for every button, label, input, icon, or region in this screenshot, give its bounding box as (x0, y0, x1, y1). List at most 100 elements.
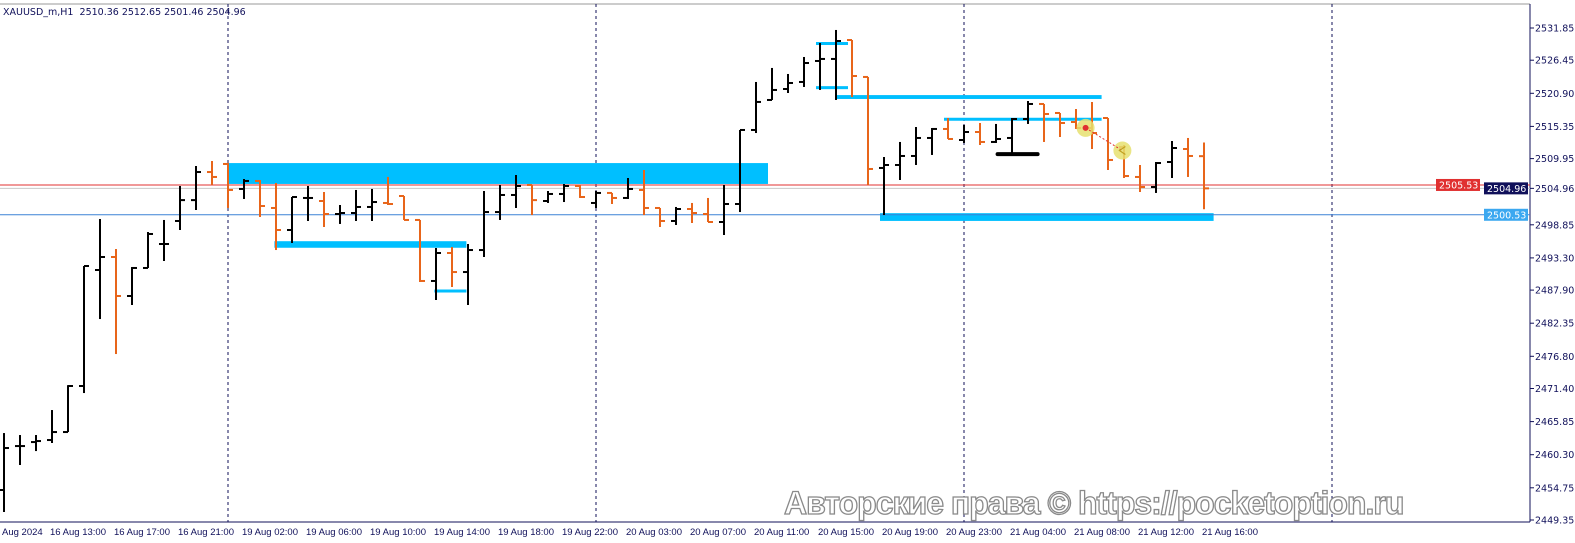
price-tick-label: 2487.90 (1535, 286, 1574, 297)
ohlc-bar (863, 75, 873, 185)
time-tick-label: 21 Aug 12:00 (1138, 527, 1194, 538)
time-tick-label: 20 Aug 11:00 (754, 527, 810, 538)
time-tick-label: 19 Aug 10:00 (370, 527, 426, 538)
ohlc-bar (159, 219, 169, 261)
zone-rectangle (274, 241, 467, 248)
blue-line-price-label-bg (1484, 208, 1528, 221)
price-tick-label: 2460.30 (1535, 450, 1574, 461)
ohlc-bar (1055, 111, 1065, 138)
ohlc-bar (543, 190, 553, 203)
ohlc-bar (687, 202, 697, 224)
ohlc-bar (191, 165, 201, 211)
ohlc-bar (1007, 117, 1017, 153)
time-tick-label: 20 Aug 15:00 (818, 527, 874, 538)
time-tick-label: 20 Aug 23:00 (946, 527, 1002, 538)
price-tick-label: 2476.80 (1535, 352, 1574, 363)
ohlc-bar (95, 219, 105, 320)
ohlc-bar (783, 73, 793, 94)
price-tick-label: 2449.35 (1535, 516, 1574, 527)
bars-layer (0, 29, 1209, 513)
ohlc-bar (335, 205, 345, 224)
zone-rectangle (228, 163, 768, 184)
ohlc-bar (495, 184, 505, 220)
zone-rectangle (880, 213, 1214, 221)
ohlc-bar (815, 42, 825, 90)
ohlc-bar (479, 190, 489, 258)
ohlc-bar (671, 206, 681, 225)
ohlc-bar (1023, 100, 1033, 124)
zones-layer (228, 42, 1214, 293)
ohlc-bar (591, 190, 601, 208)
ohlc-bar (1151, 162, 1161, 193)
ohlc-bar (47, 410, 57, 444)
time-tick-label: 19 Aug 18:00 (498, 527, 554, 538)
ohlc-bar (847, 38, 857, 97)
zone-rectangle (434, 289, 467, 293)
ohlc-bar (975, 123, 985, 146)
ohlc-bar (1167, 141, 1177, 178)
ohlc-bar (879, 156, 889, 216)
ohlc-bar (351, 189, 361, 221)
bid-price-label-bg (1484, 182, 1528, 195)
ohlc-bar (287, 196, 297, 243)
ohlc-bar (239, 178, 249, 199)
price-tick-label: 2498.85 (1535, 220, 1574, 231)
ohlc-bar (127, 266, 137, 306)
ohlc-bar (0, 433, 9, 513)
ohlc-bar (15, 435, 25, 466)
ohlc-bar (175, 185, 185, 230)
ohlc-bar (639, 169, 649, 216)
trade-open-icon (1082, 124, 1089, 131)
price-tick-label: 2482.35 (1535, 319, 1574, 330)
ohlc-bar (271, 182, 281, 251)
time-tick-label: 20 Aug 19:00 (882, 527, 938, 538)
chart-frame (0, 3, 1531, 523)
trade-marks-layer (1076, 118, 1132, 160)
ohlc-bar (1199, 142, 1209, 210)
ohlc-bar (511, 175, 521, 208)
ohlc-bar (751, 81, 761, 134)
ohlc-bar (319, 192, 329, 228)
time-tick-label: 21 Aug 08:00 (1074, 527, 1130, 538)
ohlc-values: 2510.36 2512.65 2501.46 2504.96 (79, 7, 246, 18)
ohlc-bar (447, 246, 457, 288)
price-tick-label: 2471.40 (1535, 384, 1574, 395)
time-tick-label: 16 Aug 17:00 (114, 527, 170, 538)
ohlc-bar (559, 184, 569, 203)
symbol-label: XAUUSD_m,H1 (3, 7, 74, 18)
time-tick-label: 20 Aug 07:00 (690, 527, 746, 538)
ohlc-bar (415, 218, 425, 282)
ohlc-bar (703, 197, 713, 223)
ohlc-bar (623, 177, 633, 199)
time-tick-label: 19 Aug 14:00 (434, 527, 490, 538)
ohlc-bar (719, 184, 729, 235)
ohlc-bar (767, 67, 777, 101)
price-tick-label: 2531.85 (1535, 24, 1574, 35)
ohlc-bar (1039, 102, 1049, 142)
price-tick-label: 2493.30 (1535, 253, 1574, 264)
symbol-info: XAUUSD_m,H1 2510.36 2512.65 2501.46 2504… (3, 7, 246, 18)
ohlc-bar (463, 244, 473, 306)
red-line-price-label: 2505.53 (1439, 180, 1478, 191)
ohlc-bar (431, 247, 441, 301)
ohlc-bar (799, 56, 809, 87)
ohlc-bar (575, 184, 585, 199)
ohlc-bar (1183, 137, 1193, 177)
zone-rectangle (816, 86, 848, 90)
time-tick-label: 21 Aug 16:00 (1202, 527, 1258, 538)
price-tick-label: 2465.85 (1535, 417, 1574, 428)
zone-rectangle (944, 117, 1102, 121)
red-line-price-label-bg (1436, 178, 1480, 191)
time-tick-label: 19 Aug 02:00 (242, 527, 298, 538)
ohlc-bar (111, 249, 121, 355)
blue-line-price-label: 2500.53 (1487, 210, 1526, 221)
ohlc-bar (655, 206, 665, 228)
time-tick-label: 21 Aug 04:00 (1010, 527, 1066, 538)
ohlc-bar (927, 127, 937, 155)
bid-price-label: 2504.96 (1487, 184, 1526, 195)
ohlc-bar (31, 435, 41, 452)
watermark: Авторские права © https://pocketoption.r… (783, 485, 1405, 521)
ohlc-bar (367, 188, 377, 221)
ohlc-bar (399, 194, 409, 221)
